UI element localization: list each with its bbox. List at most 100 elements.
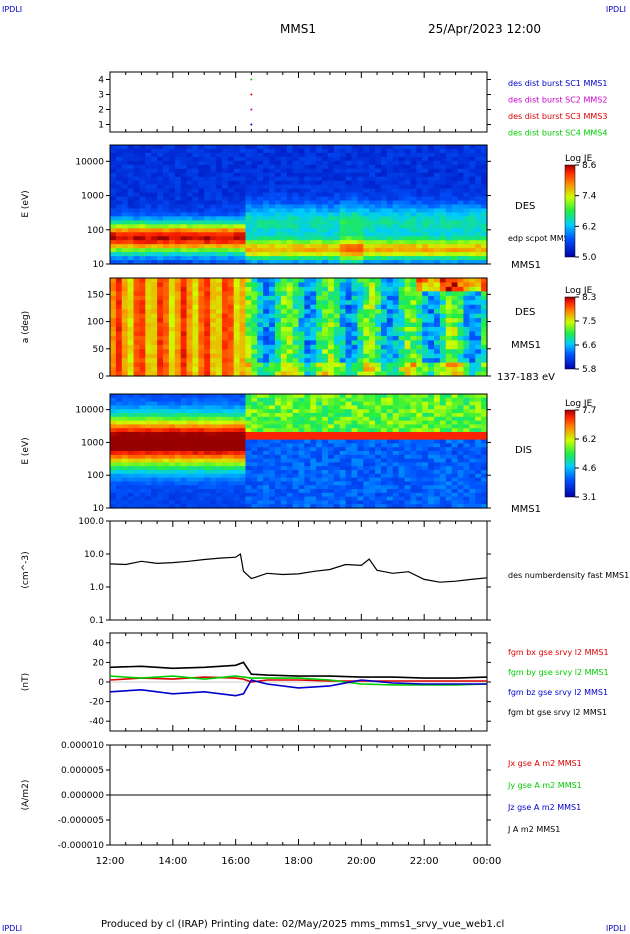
dis-energy-spectrogram-cell <box>251 473 258 479</box>
dis-energy-spectrogram-cell <box>192 462 199 467</box>
des-energy-spectrogram-cell <box>422 216 429 221</box>
des-energy-spectrogram-cell <box>369 145 376 150</box>
des-pitch-spectrogram-cell <box>239 282 247 288</box>
des-pitch-spectrogram-cell <box>457 358 465 364</box>
des-pitch-spectrogram-cell <box>380 331 388 337</box>
dis-energy-spectrogram-cell <box>192 401 199 406</box>
des-pitch-spectrogram-cell <box>151 309 158 315</box>
des-pitch-spectrogram-cell <box>433 353 441 359</box>
dis-energy-spectrogram-cell <box>280 492 288 498</box>
des-energy-spectrogram-cell <box>451 216 459 221</box>
des-pitch-spectrogram-cell <box>298 344 305 350</box>
des-energy-spectrogram-cell <box>216 204 223 210</box>
des-pitch-spectrogram-cell <box>463 313 470 319</box>
des-energy-spectrogram-cell <box>345 152 353 158</box>
des-pitch-spectrogram-cell <box>304 340 311 346</box>
des-pitch-spectrogram-cell <box>210 331 217 337</box>
des-pitch-spectrogram-cell <box>481 282 488 288</box>
dis-energy-spectrogram-cell <box>186 416 194 422</box>
des-pitch-spectrogram-cell <box>433 318 441 324</box>
des-energy-spectrogram-cell <box>345 208 353 214</box>
des-energy-spectrogram-cell <box>274 228 282 233</box>
des-pitch-spectrogram-cell <box>375 344 382 350</box>
des-energy-spectrogram-cell <box>298 180 305 186</box>
des-energy-spectrogram-cell <box>404 172 412 178</box>
des-pitch-spectrogram-cell <box>398 304 406 310</box>
des-energy-spectrogram-cell <box>257 172 264 178</box>
des-pitch-spectrogram-cell <box>180 300 188 306</box>
des-pitch-spectrogram-cell <box>210 367 217 373</box>
des-energy-spectrogram-cell <box>269 236 276 241</box>
des-energy-spectrogram-cell <box>422 212 429 217</box>
dis-energy-spectrogram-cell <box>216 401 223 406</box>
des-pitch-spectrogram-cell <box>133 367 141 373</box>
dis-energy-spectrogram-cell <box>216 420 223 425</box>
des-energy-spectrogram-cell <box>192 196 199 202</box>
des-energy-spectrogram-cell <box>475 260 482 265</box>
des-energy-spectrogram-cell <box>251 192 258 198</box>
des-energy-spectrogram-cell <box>380 248 388 253</box>
des-energy-spectrogram-cell <box>380 220 388 225</box>
dis-energy-spectrogram-cell <box>327 454 335 460</box>
des-energy-spectrogram-cell <box>481 244 488 249</box>
des-energy-spectrogram-cell <box>133 176 141 182</box>
des-energy-spectrogram-cell <box>251 184 258 190</box>
des-energy-spectrogram-cell <box>180 164 188 170</box>
des-energy-spectrogram-cell <box>210 236 217 241</box>
des-pitch-spectrogram-cell <box>416 309 423 315</box>
des-energy-spectrogram-cell <box>280 208 288 214</box>
dis-energy-spectrogram-cell <box>345 409 353 414</box>
dis-energy-spectrogram-cell <box>168 451 176 456</box>
des-energy-spectrogram-cell <box>174 148 182 154</box>
des-pitch-spectrogram-cell <box>227 304 235 310</box>
des-pitch-spectrogram-cell <box>433 362 441 368</box>
des-pitch-spectrogram-cell <box>439 322 447 328</box>
des-energy-spectrogram-cell <box>310 188 317 194</box>
des-pitch-spectrogram-cell <box>257 367 264 373</box>
des-pitch-spectrogram-cell <box>180 344 188 350</box>
des-energy-spectrogram-cell <box>457 236 465 241</box>
des-energy-spectrogram-cell <box>168 236 176 241</box>
dis-energy-spectrogram-cell <box>286 466 294 471</box>
dis-energy-spectrogram-cell <box>257 432 264 437</box>
dis-energy-spectrogram-cell <box>257 473 264 479</box>
des-energy-spectrogram-cell <box>280 164 288 170</box>
dis-energy-spectrogram-cell <box>121 477 129 482</box>
des-pitch-spectrogram-cell <box>404 291 412 297</box>
des-pitch-spectrogram-cell <box>357 313 364 319</box>
des-energy-spectrogram-cell <box>327 256 335 261</box>
des-pitch-spectrogram-cell <box>463 304 470 310</box>
des-pitch-spectrogram-cell <box>174 304 182 310</box>
dis-energy-spectrogram-cell <box>327 413 335 418</box>
des-pitch-spectrogram-cell <box>174 349 182 355</box>
des-energy-spectrogram-cell <box>180 152 188 158</box>
des-energy-spectrogram-cell <box>280 188 288 194</box>
dis-energy-spectrogram-cell <box>286 416 294 422</box>
des-energy-spectrogram-cell <box>257 168 264 174</box>
des-energy-spectrogram-cell <box>210 248 217 253</box>
dis-energy-spectrogram-cell <box>210 447 217 452</box>
des-pitch-spectrogram-cell <box>316 304 323 310</box>
dis-energy-spectrogram-cell <box>139 451 146 456</box>
des-pitch-spectrogram-cell <box>481 278 488 284</box>
des-pitch-spectrogram-cell <box>239 304 247 310</box>
des-pitch-spectrogram-cell <box>151 349 158 355</box>
dis-energy-spectrogram-cell <box>151 473 158 479</box>
des-pitch-spectrogram-cell <box>157 362 164 368</box>
des-pitch-spectrogram-cell <box>369 309 376 315</box>
des-energy-spectrogram-cell <box>192 212 199 217</box>
dis-energy-spectrogram-cell <box>274 401 282 406</box>
des-pitch-spectrogram-cell <box>168 367 176 373</box>
dis-energy-spectrogram-cell <box>280 473 288 479</box>
des-energy-spectrogram-cell <box>121 176 129 182</box>
des-energy-spectrogram-cell <box>233 168 241 174</box>
des-energy-spectrogram-cell <box>327 240 335 245</box>
des-pitch-spectrogram-cell <box>257 318 264 324</box>
dis-energy-spectrogram-cell <box>239 435 247 441</box>
des-energy-spectrogram-cell <box>251 248 258 253</box>
des-pitch-spectrogram-cell <box>386 367 394 373</box>
dis-energy-spectrogram-cell <box>304 435 311 441</box>
des-energy-spectrogram-cell <box>375 200 382 206</box>
des-energy-spectrogram-cell <box>481 232 488 237</box>
des-energy-spectrogram-cell <box>239 228 247 233</box>
